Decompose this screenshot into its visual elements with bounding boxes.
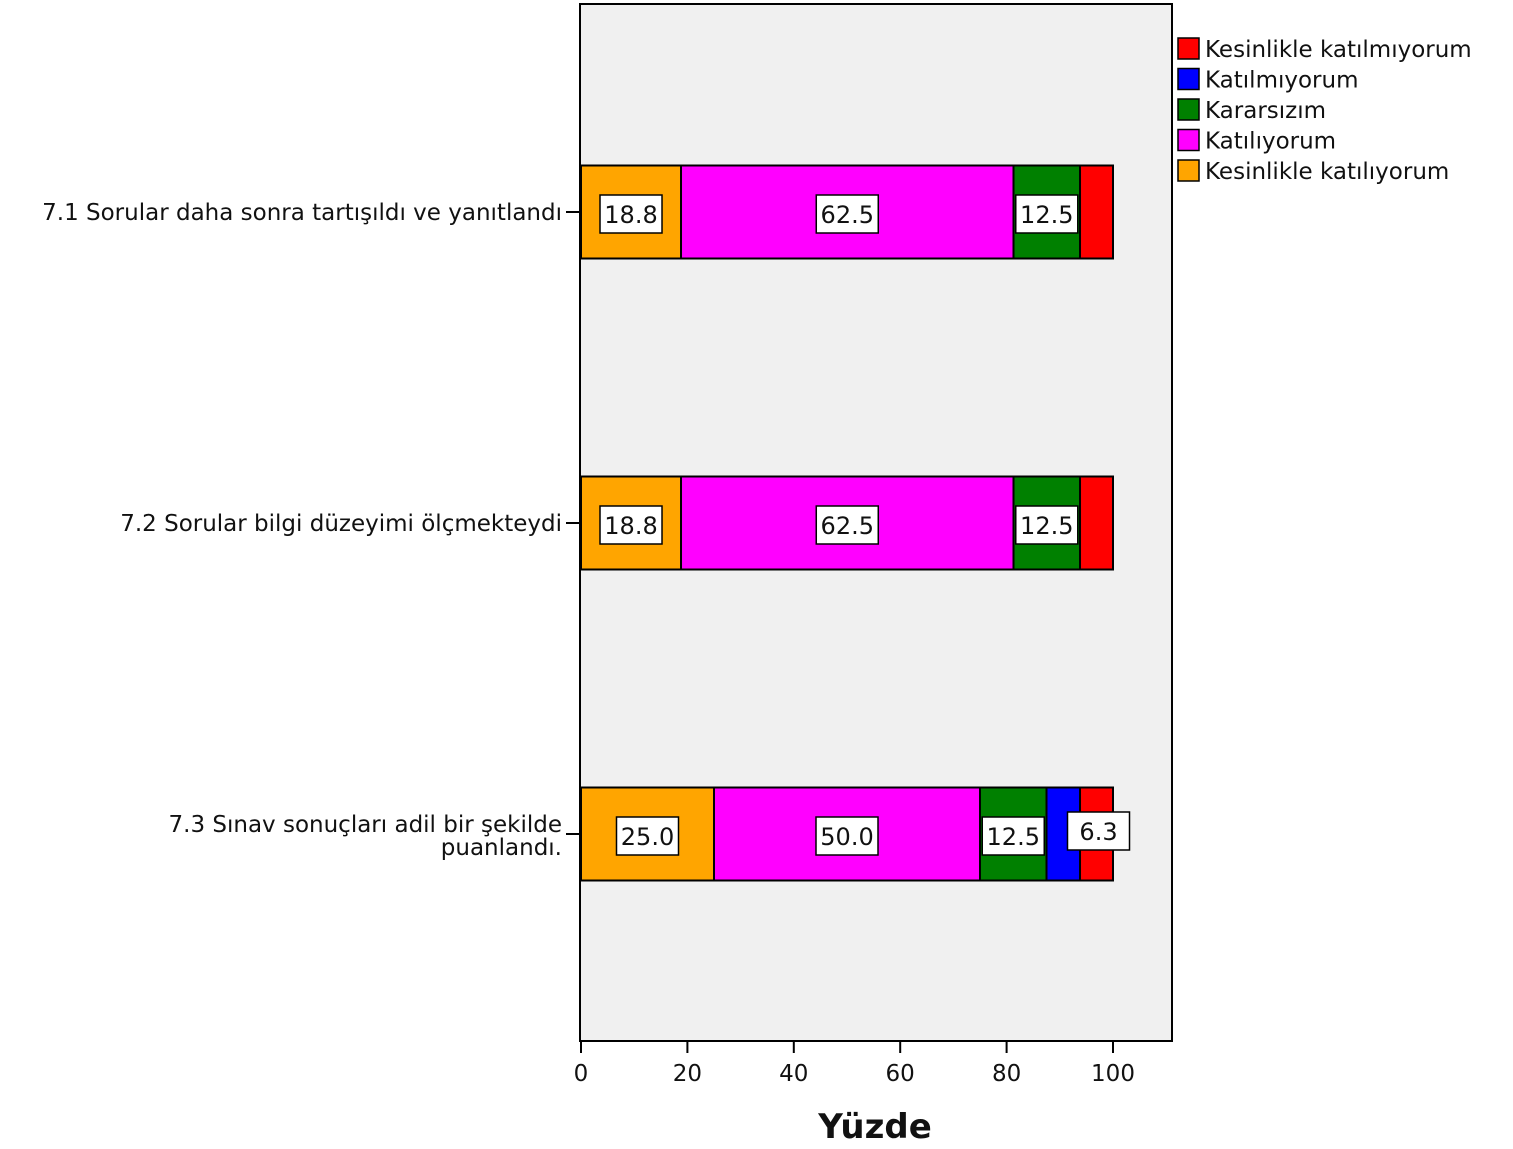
bar-segment [1079,475,1114,571]
data-label: 12.5 [1020,201,1073,229]
data-label-box [815,194,880,234]
category-axis: 7.1 Sorular daha sonra tartışıldı ve yan… [42,200,580,861]
x-tick-label: 80 [992,1061,1021,1087]
legend-label: Katılmıyorum [1205,68,1359,94]
data-label: 18.8 [604,512,657,540]
data-label: 50.0 [820,823,873,851]
legend-swatch [1177,128,1200,152]
data-label: 6.3 [1079,818,1117,846]
data-label-box [981,816,1045,856]
x-tick-label: 100 [1091,1061,1135,1087]
category-label: puanlandı. [441,835,562,861]
legend-swatch [1177,159,1200,182]
data-label: 62.5 [821,512,874,540]
data-label: 62.5 [821,201,874,229]
data-label: 12.5 [1020,512,1073,540]
data-label: 25.0 [621,823,674,851]
data-label: 18.8 [604,201,657,229]
legend-label: Kesinlikle katılıyorum [1205,159,1449,185]
legend-label: Katılıyorum [1205,129,1336,155]
legend-swatch [1177,98,1200,121]
x-tick-label: 0 [574,1061,589,1087]
data-label-box [815,505,880,545]
category-label: 7.2 Sorular bilgi düzeyimi ölçmekteydi [120,511,562,537]
category-label: 7.3 Sınav sonuçları adil bir şekilde [169,812,563,838]
data-label-box [599,194,663,234]
data-label-box [615,816,680,856]
x-tick-label: 60 [886,1061,915,1087]
bars-group: 18.8 62.5 12.5 18.8 62.5 12.5 25.0 50.0 12.5 6.3 [580,164,1131,882]
data-label-box [599,505,663,545]
category-label: 7.1 Sorular daha sonra tartışıldı ve yan… [42,200,562,226]
data-label: 12.5 [987,823,1040,851]
legend-label: Kesinlikle katılmıyorum [1205,37,1472,63]
legend-swatch [1177,67,1200,91]
data-label-box [815,816,879,856]
x-axis-title: Yüzde [817,1107,932,1147]
data-label-box [1015,505,1079,545]
x-tick-label: 40 [779,1061,808,1087]
legend: Kesinlikle katılmıyorum Katılmıyorum Karar… [1177,37,1472,185]
data-label-box [1015,194,1079,234]
data-label-box [1066,811,1131,851]
legend-swatch [1177,37,1200,60]
x-tick-label: 20 [673,1061,702,1087]
bar-segment [1079,164,1114,260]
legend-label: Kararsızım [1205,98,1326,124]
x-axis: 0 20 40 60 80 100 [574,1041,1135,1087]
